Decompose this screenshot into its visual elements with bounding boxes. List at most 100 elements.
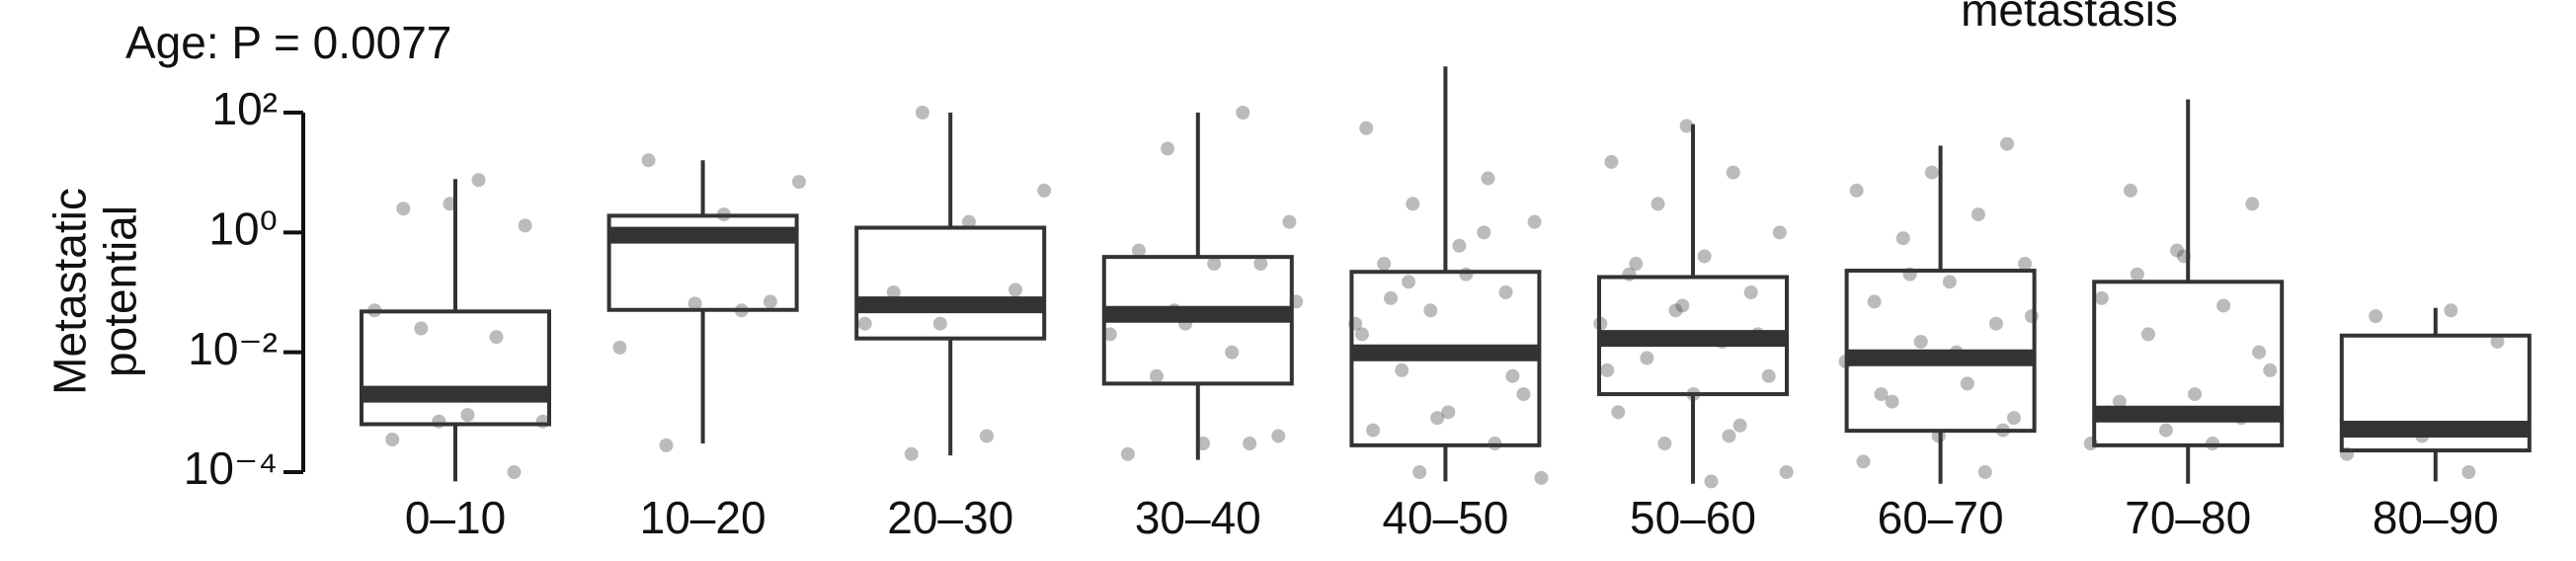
- data-point: [1650, 197, 1665, 211]
- data-point: [915, 106, 929, 120]
- y-axis-label: Metastaticpotential: [44, 188, 146, 395]
- data-point: [443, 197, 457, 211]
- data-point: [1772, 225, 1787, 240]
- data-point: [1161, 141, 1175, 156]
- data-point: [396, 201, 411, 216]
- data-point: [1722, 429, 1736, 443]
- data-point: [659, 438, 674, 452]
- data-point: [2006, 411, 2021, 426]
- data-point: [367, 303, 382, 318]
- data-point: [979, 429, 994, 443]
- chart-subtitle: metastasis: [1961, 0, 2178, 36]
- data-point: [1430, 411, 1445, 426]
- data-point: [1008, 282, 1023, 297]
- x-tick-label: 10–20: [640, 492, 766, 543]
- data-point: [1779, 465, 1794, 479]
- data-point: [1412, 465, 1427, 479]
- data-point: [1131, 243, 1146, 258]
- data-point: [1377, 257, 1392, 272]
- data-point: [2000, 136, 2015, 151]
- data-point: [1359, 120, 1374, 135]
- data-point: [1282, 214, 1297, 229]
- data-point: [1236, 106, 1250, 120]
- data-point: [507, 465, 522, 479]
- data-point: [1924, 165, 1939, 180]
- data-point: [1600, 362, 1615, 377]
- data-point: [1732, 418, 1747, 433]
- data-point: [2140, 327, 2155, 342]
- data-point: [432, 414, 446, 429]
- data-point: [1441, 405, 1456, 420]
- data-point: [1726, 165, 1740, 180]
- data-point: [1384, 290, 1399, 305]
- data-point: [2094, 290, 2109, 305]
- data-point: [1697, 249, 1712, 264]
- data-point: [886, 285, 901, 299]
- data-point: [1895, 231, 1910, 246]
- data-point: [1902, 267, 1917, 281]
- data-point: [1527, 214, 1542, 229]
- data-point: [734, 303, 749, 318]
- data-point: [2461, 465, 2476, 479]
- data-point: [535, 414, 550, 429]
- data-point: [1477, 225, 1491, 240]
- data-point: [716, 207, 731, 222]
- data-point: [1354, 327, 1369, 342]
- data-point: [1395, 362, 1409, 377]
- data-point: [1534, 470, 1549, 485]
- box: [606, 213, 799, 312]
- data-point: [2018, 257, 2033, 272]
- data-point: [2340, 446, 2355, 461]
- data-point: [1971, 207, 1985, 222]
- data-point: [2170, 243, 2185, 258]
- data-point: [1271, 429, 1286, 443]
- data-point: [2112, 394, 2127, 409]
- y-tick-label: 10⁰: [208, 202, 278, 254]
- y-tick-label: 10⁻⁴: [184, 442, 278, 494]
- data-point: [1874, 387, 1889, 402]
- y-tick-label: 10²: [212, 83, 278, 134]
- data-point: [2024, 309, 2039, 324]
- data-point: [1867, 294, 1882, 309]
- data-point: [1679, 119, 1694, 133]
- data-point: [489, 330, 504, 345]
- x-tick-label: 70–80: [2125, 492, 2251, 543]
- data-point: [2158, 423, 2173, 438]
- data-point: [471, 173, 486, 188]
- data-point: [932, 316, 947, 331]
- data-point: [1629, 257, 1644, 272]
- data-point: [385, 432, 400, 446]
- data-point: [414, 321, 429, 336]
- data-point: [1225, 345, 1240, 360]
- data-point: [2490, 334, 2505, 349]
- data-point: [1366, 423, 1381, 438]
- data-point: [612, 340, 627, 355]
- data-point: [1459, 267, 1474, 281]
- data-point: [2216, 298, 2231, 313]
- data-point: [857, 316, 872, 331]
- data-point: [1402, 275, 1416, 289]
- data-point: [1289, 294, 1304, 309]
- data-point: [1995, 423, 2010, 438]
- data-point: [1931, 429, 1946, 443]
- box: [360, 309, 551, 427]
- data-point: [1452, 238, 1467, 253]
- data-point: [2444, 303, 2458, 318]
- data-point: [1743, 285, 1758, 299]
- data-point: [641, 153, 656, 168]
- data-point: [791, 175, 806, 190]
- data-point: [1498, 285, 1513, 299]
- x-tick-label: 20–30: [887, 492, 1013, 543]
- data-point: [1977, 465, 1992, 479]
- data-point: [904, 446, 919, 461]
- data-point: [1960, 376, 1974, 391]
- data-point: [1913, 334, 1928, 349]
- data-point: [1622, 267, 1637, 281]
- data-point: [1593, 316, 1608, 331]
- data-point: [1686, 387, 1701, 402]
- data-point: [2130, 267, 2144, 281]
- data-point: [460, 408, 475, 423]
- data-point: [1611, 405, 1626, 420]
- chart-title: Age: P = 0.0077: [125, 17, 451, 68]
- data-point: [2369, 309, 2383, 324]
